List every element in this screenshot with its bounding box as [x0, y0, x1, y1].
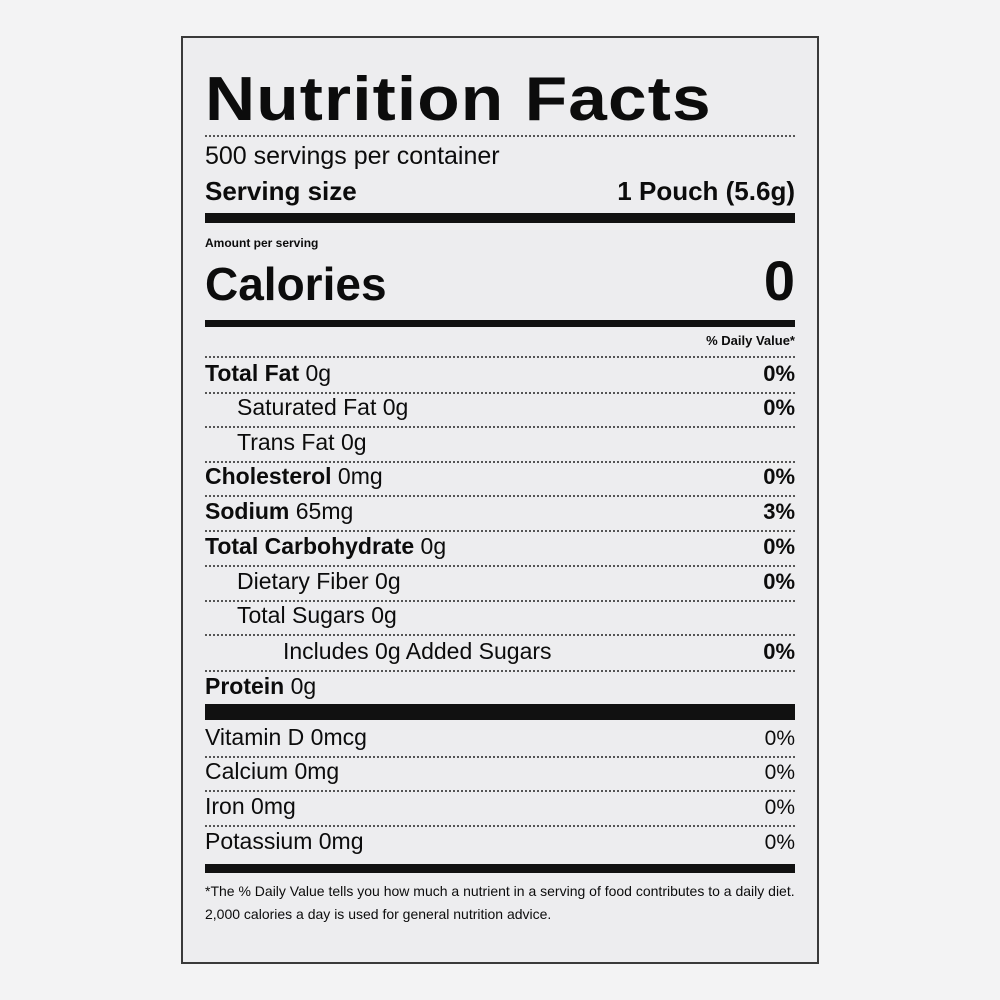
nutrition-facts-label: Nutrition Facts 500 servings per contain… [181, 36, 819, 964]
vitamin-name: Vitamin D [205, 724, 305, 750]
nutrient-row: Total Sugars 0g [205, 602, 795, 629]
vitamin-daily-value: 0% [764, 831, 795, 854]
nutrient-daily-value: 0% [763, 361, 795, 386]
thick-divider [205, 864, 795, 873]
divider [205, 670, 795, 672]
divider [205, 600, 795, 602]
vitamin-amount: 0mg [251, 793, 296, 819]
divider [205, 356, 795, 358]
nutrient-row: Total Carbohydrate 0g 0% [205, 533, 795, 560]
nutrient-row: Includes 0g Added Sugars 0% [205, 638, 795, 665]
nutrient-daily-value: 0% [763, 569, 795, 594]
vitamin-row: Potassium 0mg 0% [205, 828, 795, 855]
nutrient-amount: 0g [375, 568, 401, 594]
nutrient-row: Protein 0g [205, 673, 795, 700]
calories-label: Calories [205, 258, 387, 310]
nutrient-row: Dietary Fiber 0g 0% [205, 568, 795, 595]
nutrient-row: Saturated Fat 0g 0% [205, 394, 795, 421]
amount-per-serving: Amount per serving [205, 236, 319, 250]
divider [205, 426, 795, 428]
nutrient-amount: 0g [290, 673, 317, 699]
nutrient-name: Total Sugars [237, 602, 365, 628]
vitamin-row: Iron 0mg 0% [205, 793, 795, 820]
nutrient-daily-value: 3% [763, 499, 795, 524]
vitamin-amount: 0mcg [310, 724, 367, 750]
nutrient-amount: 0mg [337, 463, 383, 489]
nutrient-name: Dietary Fiber [237, 568, 369, 594]
nutrient-amount: 0g [305, 360, 332, 386]
vitamin-row: Calcium 0mg 0% [205, 758, 795, 785]
nutrient-amount: 0g [420, 533, 447, 559]
nutrient-name: Sodium [205, 498, 290, 524]
thick-divider [205, 320, 795, 327]
nutrient-row: Trans Fat 0g [205, 429, 795, 456]
divider [205, 634, 795, 636]
nutrient-row: Sodium 65mg 3% [205, 498, 795, 525]
divider [205, 135, 795, 137]
divider [205, 756, 795, 758]
vitamin-amount: 0mg [294, 758, 340, 784]
nutrient-daily-value: 0% [763, 639, 795, 664]
nutrient-daily-value: 0% [763, 395, 795, 420]
nutrient-row: Total Fat 0g 0% [205, 360, 795, 387]
calories-value: 0 [763, 249, 795, 312]
divider [205, 461, 795, 463]
divider [205, 790, 795, 792]
nutrient-name: Total Fat [205, 360, 300, 386]
divider [205, 530, 795, 532]
nutrient-amount: 0g [382, 394, 409, 420]
thick-divider [205, 704, 795, 720]
servings-per-container: 500 servings per container [205, 142, 500, 170]
nutrient-name: Includes 0g Added Sugars [283, 638, 552, 664]
nutrient-name: Protein [205, 673, 285, 699]
vitamin-row: Vitamin D 0mcg 0% [205, 724, 795, 751]
divider [205, 825, 795, 827]
thick-divider [205, 213, 795, 223]
nutrient-daily-value: 0% [763, 464, 795, 489]
vitamin-daily-value: 0% [764, 727, 795, 750]
nutrient-name: Total Carbohydrate [205, 533, 415, 559]
divider [205, 495, 795, 497]
divider [205, 565, 795, 567]
vitamin-name: Iron [205, 793, 245, 819]
serving-size-value: 1 Pouch (5.6g) [617, 176, 795, 206]
nutrient-row: Cholesterol 0mg 0% [205, 463, 795, 490]
nutrient-amount: 65mg [295, 498, 354, 524]
nutrient-daily-value: 0% [763, 534, 795, 559]
vitamin-daily-value: 0% [764, 761, 795, 784]
nutrient-name: Cholesterol [205, 463, 332, 489]
vitamin-name: Potassium [205, 828, 313, 854]
vitamin-name: Calcium [205, 758, 289, 784]
vitamin-amount: 0mg [318, 828, 364, 854]
serving-size-label: Serving size [205, 176, 357, 206]
nutrient-amount: 0g [371, 602, 397, 628]
nutrient-name: Saturated Fat [237, 394, 377, 420]
divider [205, 392, 795, 394]
serving-size-row: Serving size 1 Pouch (5.6g) [205, 176, 795, 207]
nutrient-name: Trans Fat [237, 429, 335, 455]
nutrient-amount: 0g [340, 429, 367, 455]
vitamin-daily-value: 0% [764, 796, 795, 819]
daily-value-header: % Daily Value* [706, 333, 795, 348]
footnote: *The % Daily Value tells you how much a … [205, 883, 795, 922]
label-title: Nutrition Facts [205, 65, 712, 134]
calories-row: Calories 0 [205, 248, 795, 313]
